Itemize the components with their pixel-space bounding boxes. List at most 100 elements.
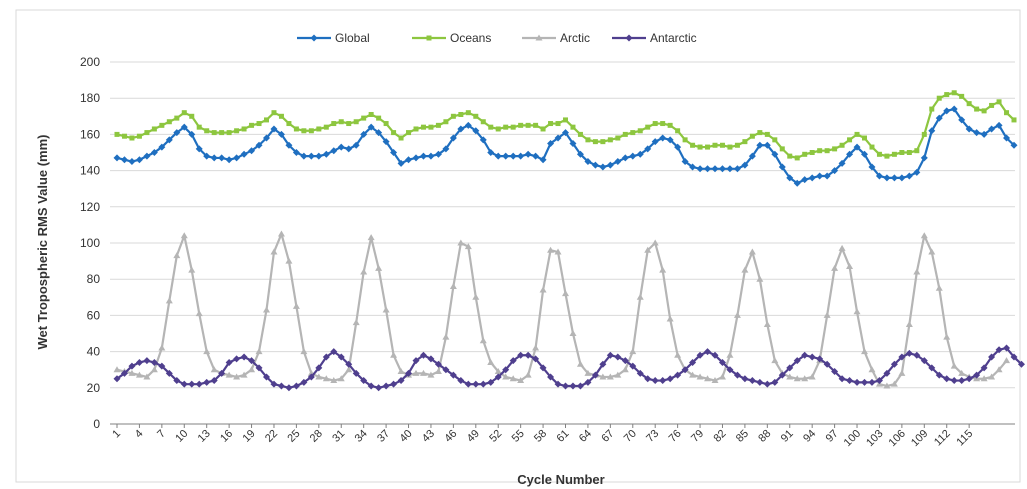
data-point-global bbox=[225, 156, 233, 164]
data-point-arctic bbox=[636, 293, 644, 300]
data-point-global bbox=[718, 165, 726, 173]
data-point-oceans bbox=[585, 137, 591, 143]
data-point-arctic bbox=[920, 232, 928, 239]
data-point-global bbox=[651, 138, 659, 146]
data-point-global bbox=[352, 141, 360, 149]
data-point-arctic bbox=[823, 311, 831, 318]
data-point-antarctic bbox=[547, 373, 555, 381]
legend-item-global[interactable]: Global bbox=[297, 31, 370, 45]
data-point-arctic bbox=[158, 344, 166, 351]
data-point-global bbox=[995, 121, 1003, 129]
data-point-oceans bbox=[129, 135, 135, 141]
data-point-global bbox=[883, 174, 891, 182]
data-point-global bbox=[322, 150, 330, 158]
data-point-oceans bbox=[802, 151, 808, 157]
data-point-arctic bbox=[696, 373, 704, 380]
data-point-antarctic bbox=[890, 360, 898, 368]
data-point-global bbox=[502, 152, 510, 160]
data-point-antarctic bbox=[337, 353, 345, 361]
data-point-antarctic bbox=[793, 357, 801, 365]
data-point-global bbox=[554, 134, 562, 142]
data-point-oceans bbox=[1004, 110, 1010, 116]
data-point-antarctic bbox=[756, 378, 764, 386]
data-point-oceans bbox=[323, 124, 329, 130]
data-point-antarctic bbox=[150, 358, 158, 366]
data-point-oceans bbox=[981, 108, 987, 114]
data-point-oceans bbox=[869, 144, 875, 150]
data-point-oceans bbox=[241, 126, 247, 132]
data-point-oceans bbox=[166, 119, 172, 125]
data-point-global bbox=[195, 145, 203, 153]
data-point-arctic bbox=[472, 293, 480, 300]
data-point-antarctic bbox=[300, 378, 308, 386]
data-point-arctic bbox=[464, 243, 472, 250]
data-point-arctic bbox=[689, 371, 697, 378]
data-point-arctic bbox=[808, 373, 816, 380]
data-point-arctic bbox=[322, 375, 330, 382]
data-point-global bbox=[606, 161, 614, 169]
data-point-arctic bbox=[285, 257, 293, 264]
data-point-antarctic bbox=[307, 373, 315, 381]
data-point-global bbox=[644, 145, 652, 153]
legend-label-antarctic: Antarctic bbox=[650, 31, 697, 45]
data-point-antarctic bbox=[464, 380, 472, 388]
data-point-arctic bbox=[442, 333, 450, 340]
data-point-antarctic bbox=[1017, 360, 1025, 368]
data-point-global bbox=[397, 159, 405, 167]
legend-item-oceans[interactable]: Oceans bbox=[412, 31, 491, 45]
data-point-global bbox=[330, 147, 338, 155]
data-point-antarctic bbox=[733, 371, 741, 379]
data-point-global bbox=[846, 150, 854, 158]
data-point-arctic bbox=[861, 348, 868, 355]
data-point-global bbox=[128, 158, 136, 166]
data-point-global bbox=[524, 150, 532, 158]
data-point-global bbox=[180, 123, 188, 131]
data-point-oceans bbox=[719, 142, 725, 148]
y-tick-label: 100 bbox=[80, 236, 100, 250]
data-point-oceans bbox=[600, 139, 606, 145]
data-point-antarctic bbox=[158, 362, 166, 370]
data-point-arctic bbox=[434, 368, 442, 375]
data-point-oceans bbox=[824, 148, 830, 154]
data-point-arctic bbox=[195, 310, 203, 317]
data-point-antarctic bbox=[599, 360, 607, 368]
data-point-oceans bbox=[749, 133, 755, 139]
data-point-oceans bbox=[734, 142, 740, 148]
data-point-oceans bbox=[151, 126, 157, 132]
data-point-arctic bbox=[547, 246, 555, 253]
data-point-global bbox=[756, 141, 764, 149]
data-point-oceans bbox=[936, 95, 942, 101]
legend-item-arctic[interactable]: Arctic bbox=[522, 31, 590, 45]
data-point-oceans bbox=[839, 142, 845, 148]
data-point-global bbox=[307, 152, 315, 160]
data-point-antarctic bbox=[218, 369, 226, 377]
data-point-oceans bbox=[443, 119, 449, 125]
data-point-oceans bbox=[555, 121, 561, 127]
data-point-antarctic bbox=[315, 364, 323, 372]
data-point-arctic bbox=[203, 348, 211, 355]
data-point-arctic bbox=[606, 373, 614, 380]
data-point-antarctic bbox=[644, 375, 652, 383]
data-point-antarctic bbox=[352, 369, 360, 377]
legend-item-antarctic[interactable]: Antarctic bbox=[612, 31, 697, 45]
data-point-global bbox=[733, 165, 741, 173]
data-point-antarctic bbox=[203, 378, 211, 386]
data-point-global bbox=[950, 105, 958, 113]
data-point-arctic bbox=[980, 375, 988, 382]
data-point-global bbox=[980, 130, 988, 138]
data-point-oceans bbox=[219, 130, 225, 136]
data-point-antarctic bbox=[868, 378, 876, 386]
data-point-arctic bbox=[517, 377, 525, 384]
data-point-antarctic bbox=[292, 382, 300, 390]
data-point-antarctic bbox=[614, 353, 622, 361]
data-point-antarctic bbox=[240, 353, 248, 361]
data-point-global bbox=[599, 163, 607, 171]
y-axis-title: Wet Tropospheric RMS Value (mm) bbox=[35, 134, 50, 349]
data-point-arctic bbox=[614, 371, 622, 378]
data-point-oceans bbox=[353, 119, 359, 125]
data-point-arctic bbox=[943, 333, 951, 340]
data-point-arctic bbox=[143, 373, 151, 380]
data-point-oceans bbox=[794, 155, 800, 161]
